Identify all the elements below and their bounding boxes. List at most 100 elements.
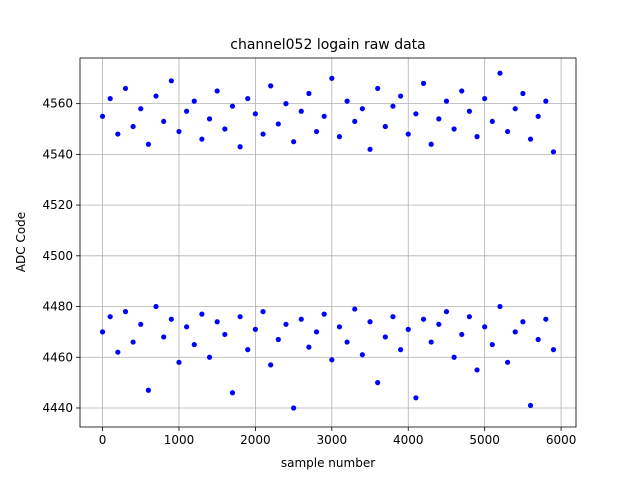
point [275,121,281,127]
point [191,98,197,104]
point [543,98,549,104]
point [512,329,518,335]
point [466,108,472,114]
point [443,309,450,315]
point [359,106,365,112]
point [352,306,358,312]
point [543,316,549,322]
x-tick-label: 2000 [240,433,271,447]
point [268,362,274,368]
point [398,93,404,99]
y-tick-label: 4520 [42,198,73,212]
x-tick-label: 4000 [393,433,424,447]
x-tick-label: 3000 [317,433,348,447]
point [138,106,144,112]
x-tick-label: 0 [99,433,107,447]
point [130,123,136,130]
point [405,131,411,137]
point [184,108,190,114]
point [260,309,266,315]
point [130,339,136,345]
point [413,395,419,401]
point [466,314,472,320]
y-tick-label: 4440 [42,401,73,415]
y-tick-label: 4560 [42,97,73,111]
point [520,90,526,97]
point [367,146,373,152]
point [428,339,434,345]
point [443,98,450,104]
point [145,387,152,393]
point [99,329,106,335]
x-tick-label: 1000 [164,433,195,447]
point [382,123,388,130]
point [420,316,427,322]
point [161,118,167,125]
point [229,390,236,396]
point [168,316,174,322]
point [176,128,182,135]
point [459,88,465,94]
point [344,98,350,104]
point [214,319,220,325]
point [252,111,258,117]
point [291,139,297,145]
y-tick-label: 4480 [42,300,73,314]
point [329,75,335,81]
point [359,352,365,358]
point [459,331,465,338]
point [550,347,557,353]
point [260,131,266,137]
point [115,349,121,355]
point [489,341,495,348]
y-tick-label: 4500 [42,249,73,263]
point [122,85,129,92]
x-axis-label: sample number [281,456,375,470]
point [405,326,411,332]
point [482,95,488,102]
point [451,354,457,360]
point [176,359,182,365]
point [375,85,381,92]
point [329,357,335,363]
point [283,321,289,327]
x-tick-label: 6000 [546,433,577,447]
point [420,80,427,86]
point [436,116,442,122]
point [489,118,495,125]
chart-title: channel052 logain raw data [230,37,425,53]
point [375,380,381,386]
point [382,334,388,340]
point [245,95,251,102]
point [206,116,213,122]
point [535,113,541,119]
point [237,314,243,320]
point [413,111,419,117]
point [313,128,320,135]
plot-frame [79,57,577,428]
point [321,113,327,119]
y-tick-label: 4540 [42,147,73,161]
point [153,93,159,99]
point [252,326,258,332]
point [206,354,213,360]
point [161,334,167,340]
point [199,136,205,142]
point [520,319,526,325]
point [504,359,511,365]
point [168,78,174,84]
point [107,95,113,102]
point [497,70,503,76]
point [191,341,197,348]
point [283,101,289,107]
point [390,314,396,320]
point [222,331,228,338]
point [229,103,236,109]
point [138,321,144,327]
point [535,336,541,343]
point [237,144,243,150]
point [145,141,152,147]
point [550,149,557,155]
